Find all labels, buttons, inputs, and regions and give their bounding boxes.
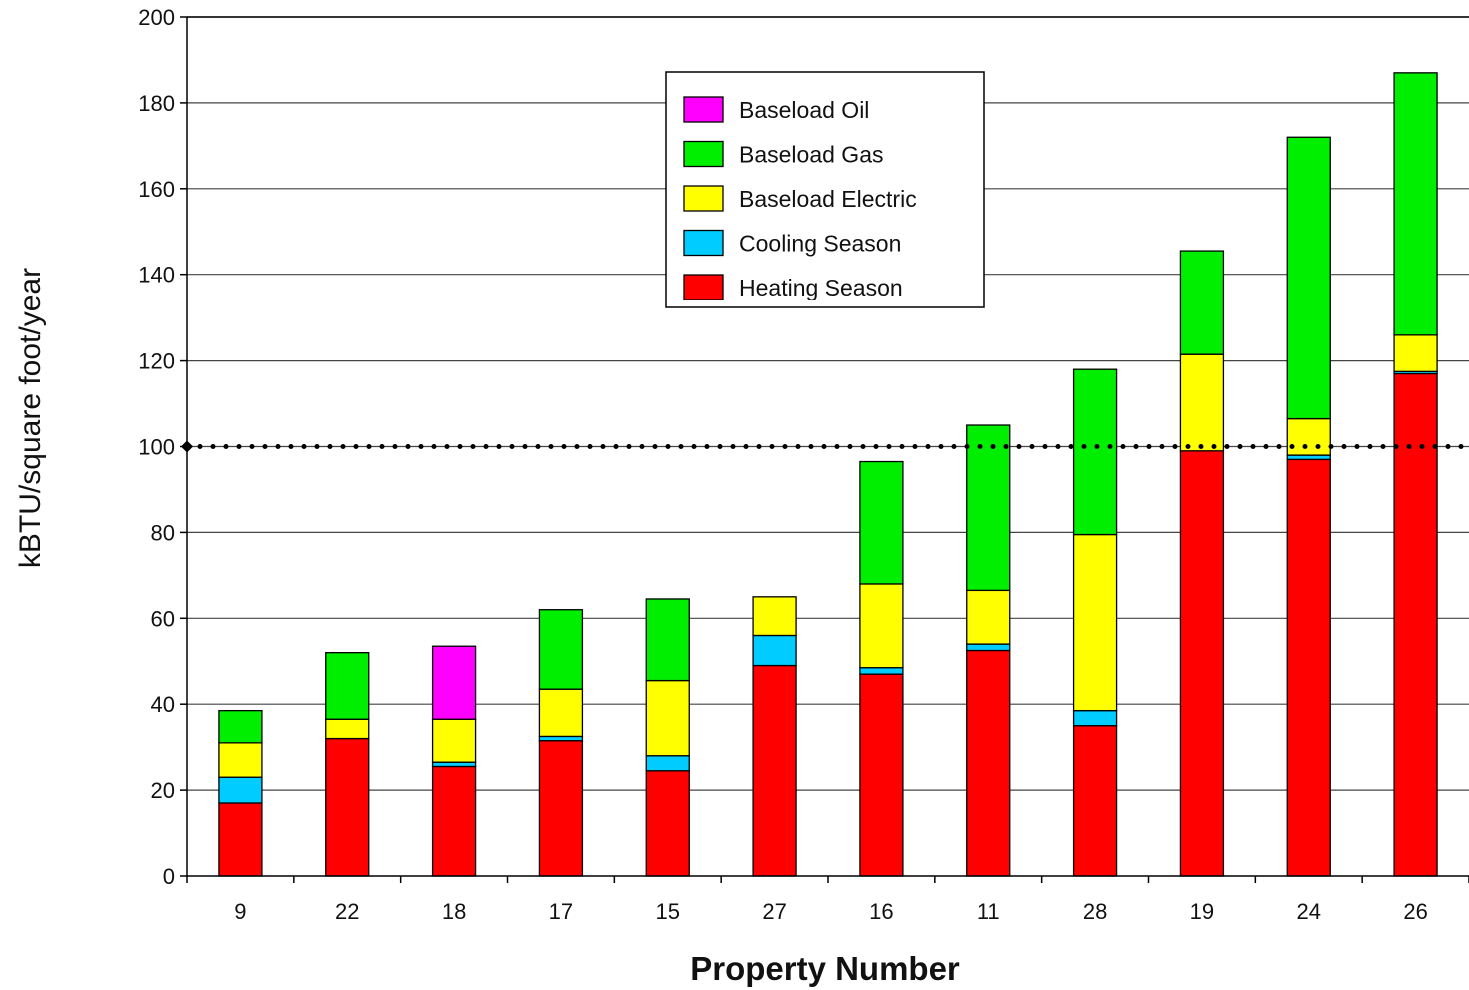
y-tick-label-40: 40 (151, 692, 175, 717)
x-tick-labels: 9 22 18 17 15 27 16 11 28 19 24 26 (234, 899, 1428, 924)
legend-label-heating-season: Heating Season (739, 275, 903, 301)
y-tick-label-120: 120 (138, 349, 175, 374)
legend-entries: Baseload Oil Baseload Gas Baseload Electri… (683, 96, 917, 301)
y-tick-label-0: 0 (163, 864, 175, 889)
bar-17-heating-season (538, 740, 584, 877)
bar-27-cooling-season (752, 634, 797, 667)
bar-17-baseload-gas (538, 609, 584, 690)
bar-11-cooling-season (966, 643, 1011, 652)
bar-19-heating-season (1179, 450, 1225, 877)
y-tick-labels: 0 20 40 60 80 100 120 140 160 180 200 (138, 5, 175, 889)
bar-28-cooling-season (1072, 709, 1118, 727)
axes (180, 16, 1469, 883)
y-tick-label-80: 80 (151, 520, 175, 545)
bar-18-baseload-electric (431, 718, 477, 763)
x-tick-label-26: 26 (1403, 899, 1427, 924)
bar-15-baseload-electric (645, 679, 690, 757)
bar-15-heating-season (645, 770, 690, 877)
bar-22-heating-season (325, 737, 370, 877)
bar-27-baseload-electric (752, 596, 797, 637)
x-tick-label-28: 28 (1083, 899, 1107, 924)
x-tick-label-24: 24 (1297, 899, 1321, 924)
bar-9-cooling-season (218, 776, 263, 804)
legend-label-baseload-oil: Baseload Oil (739, 97, 869, 123)
x-tick-label-9: 9 (234, 899, 246, 924)
bar-19-baseload-gas (1179, 250, 1225, 355)
legend-swatch-baseload-electric (683, 185, 724, 212)
x-tick-label-15: 15 (656, 899, 680, 924)
x-tick-label-16: 16 (869, 899, 893, 924)
bar-24-baseload-gas (1286, 136, 1331, 420)
bar-11-baseload-electric (966, 589, 1011, 645)
legend-label-cooling-season: Cooling Season (739, 231, 901, 257)
bar-15-baseload-gas (645, 598, 690, 682)
legend-swatch-baseload-oil (683, 96, 724, 123)
legend-swatch-cooling-season (683, 229, 724, 257)
bar-26-baseload-electric (1393, 334, 1438, 372)
y-tick-label-100: 100 (138, 435, 175, 460)
bar-28-baseload-electric (1072, 533, 1118, 712)
legend: Baseload Oil Baseload Gas Baseload Electri… (665, 71, 985, 308)
bar-24-baseload-electric (1286, 417, 1331, 456)
bar-19-baseload-electric (1179, 353, 1225, 452)
bar-22-baseload-gas (325, 652, 370, 720)
bar-27-heating-season (752, 664, 797, 877)
bar-11-heating-season (966, 649, 1011, 877)
bar-16-baseload-electric (859, 583, 904, 669)
bar-16-cooling-season (859, 667, 904, 675)
legend-label-baseload-gas: Baseload Gas (739, 142, 883, 168)
legend-label-baseload-electric: Baseload Electric (739, 186, 917, 212)
x-tick-label-17: 17 (549, 899, 573, 924)
bar-11-baseload-gas (966, 424, 1011, 592)
bar-9-baseload-electric (218, 742, 263, 778)
bar-9-heating-season (218, 802, 263, 877)
bar-18-baseload-oil (431, 645, 477, 720)
bar-28-heating-season (1072, 725, 1118, 877)
y-tick-label-180: 180 (138, 91, 175, 116)
y-tick-label-20: 20 (151, 778, 175, 803)
bar-26-heating-season (1393, 372, 1438, 877)
y-tick-label-200: 200 (138, 5, 175, 30)
legend-swatch-baseload-gas (683, 140, 724, 168)
bar-18-heating-season (431, 765, 477, 877)
bar-16-baseload-gas (859, 460, 904, 585)
x-tick-label-27: 27 (762, 899, 786, 924)
y-axis-title: kBTU/square foot/year (14, 268, 47, 568)
bar-16-heating-season (859, 673, 904, 877)
bar-24-heating-season (1286, 458, 1331, 877)
x-tick-label-22: 22 (335, 899, 359, 924)
bar-15-cooling-season (645, 755, 690, 772)
y-tick-label-60: 60 (151, 606, 175, 631)
x-axis-title: Property Number (690, 950, 960, 987)
bar-28-baseload-gas (1072, 368, 1118, 536)
x-tick-label-18: 18 (442, 899, 466, 924)
x-tick-label-19: 19 (1190, 899, 1214, 924)
legend-swatch-heating-season (683, 274, 724, 300)
bar-22-baseload-electric (325, 718, 370, 740)
bar-26-baseload-gas (1393, 72, 1438, 336)
bar-9-baseload-gas (218, 709, 263, 744)
y-tick-label-160: 160 (138, 177, 175, 202)
bars (218, 72, 1438, 877)
bar-17-baseload-electric (538, 688, 584, 738)
x-tick-label-11: 11 (977, 899, 1000, 924)
y-tick-label-140: 140 (138, 263, 175, 288)
